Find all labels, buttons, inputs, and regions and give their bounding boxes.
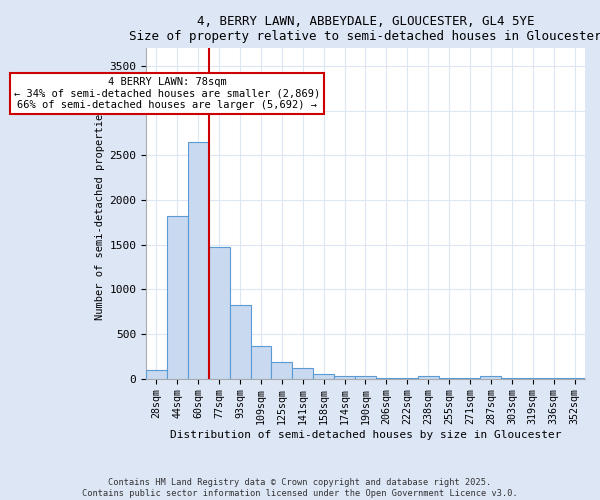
Y-axis label: Number of semi-detached properties: Number of semi-detached properties bbox=[95, 108, 105, 320]
Text: 4 BERRY LAWN: 78sqm
← 34% of semi-detached houses are smaller (2,869)
66% of sem: 4 BERRY LAWN: 78sqm ← 34% of semi-detach… bbox=[14, 77, 320, 110]
Text: Contains HM Land Registry data © Crown copyright and database right 2025.
Contai: Contains HM Land Registry data © Crown c… bbox=[82, 478, 518, 498]
Title: 4, BERRY LAWN, ABBEYDALE, GLOUCESTER, GL4 5YE
Size of property relative to semi-: 4, BERRY LAWN, ABBEYDALE, GLOUCESTER, GL… bbox=[129, 15, 600, 43]
Bar bbox=[209, 246, 230, 378]
Bar bbox=[313, 374, 334, 378]
Bar bbox=[167, 216, 188, 378]
Bar bbox=[418, 376, 439, 378]
Bar bbox=[146, 370, 167, 378]
Bar bbox=[230, 304, 251, 378]
Bar bbox=[251, 346, 271, 378]
Bar bbox=[481, 376, 502, 378]
Bar bbox=[292, 368, 313, 378]
Bar bbox=[355, 376, 376, 378]
Bar bbox=[334, 376, 355, 378]
X-axis label: Distribution of semi-detached houses by size in Gloucester: Distribution of semi-detached houses by … bbox=[170, 430, 561, 440]
Bar bbox=[271, 362, 292, 378]
Bar bbox=[188, 142, 209, 378]
